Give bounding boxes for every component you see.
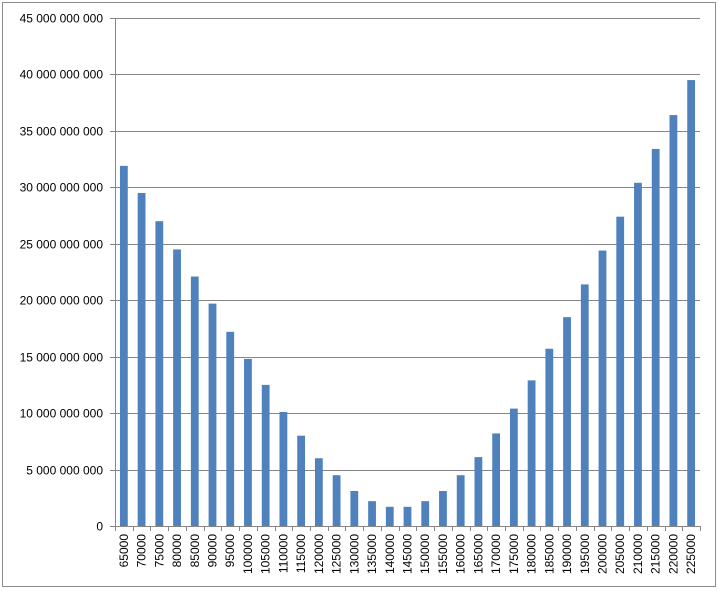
x-tick-label: 90000 (206, 534, 220, 568)
x-tick-label: 75000 (152, 534, 166, 568)
x-tick-label: 120000 (312, 534, 326, 574)
x-tick-label: 210000 (631, 534, 645, 574)
bar (385, 506, 394, 526)
bar (208, 303, 217, 526)
x-tick-label: 100000 (241, 534, 255, 574)
bar (226, 331, 235, 526)
bar (527, 380, 536, 526)
bar (439, 491, 447, 526)
x-tick-label: 160000 (454, 534, 468, 574)
y-axis: 0 5 000 000 000 10 000 000 000 15 000 000 0… (20, 12, 116, 534)
x-tick-label: 110000 (276, 534, 290, 573)
bar (155, 221, 164, 526)
bar (687, 80, 696, 526)
bar (651, 148, 660, 526)
x-tick-label: 170000 (489, 534, 503, 574)
bar (350, 491, 359, 526)
bar (261, 384, 270, 526)
y-tick-label: 45 000 000 000 (20, 12, 104, 26)
bar (119, 165, 128, 526)
y-tick-label: 35 000 000 000 (20, 125, 104, 139)
x-tick-label: 220000 (666, 534, 680, 574)
x-tick-label: 195000 (578, 534, 592, 574)
bar (616, 216, 625, 526)
bar (190, 276, 199, 526)
bar-series (119, 80, 696, 526)
y-tick-label: 5 000 000 000 (26, 464, 103, 478)
bar (137, 192, 146, 526)
x-axis: 65000 70000 75000 80000 85000 90000 95000 10000… (115, 526, 701, 574)
x-tick-label: 95000 (223, 534, 237, 568)
gridlines (115, 18, 700, 471)
x-tick-label: 150000 (418, 534, 432, 574)
bar (332, 475, 341, 526)
bar (421, 501, 430, 526)
bar (509, 408, 518, 526)
x-tick-label: 155000 (436, 534, 450, 574)
x-tick-label: 225000 (684, 534, 698, 574)
y-tick-label: 25 000 000 000 (20, 238, 104, 252)
y-tick-label: 30 000 000 000 (20, 181, 104, 195)
bar (474, 457, 483, 526)
x-tick-label: 215000 (649, 534, 663, 574)
bar (244, 358, 252, 526)
bar (368, 501, 376, 526)
y-tick-label: 10 000 000 000 (20, 407, 104, 421)
x-tick-label: 140000 (383, 534, 397, 574)
bar (580, 284, 589, 526)
x-tick-label: 130000 (347, 534, 361, 574)
x-tick-label: 65000 (117, 534, 131, 568)
x-tick-label: 190000 (560, 534, 574, 574)
bar (314, 458, 323, 526)
bar (545, 348, 554, 526)
x-tick-label: 85000 (188, 534, 202, 568)
bar (279, 411, 288, 526)
bar (634, 182, 642, 526)
x-tick-label: 115000 (294, 534, 308, 573)
x-tick-label: 135000 (365, 534, 379, 574)
x-tick-label: 145000 (401, 534, 415, 574)
x-tick-label: 185000 (542, 534, 556, 574)
y-tick-label: 15 000 000 000 (20, 351, 104, 365)
bar (403, 506, 412, 526)
x-tick-label: 105000 (259, 534, 273, 574)
y-tick-label: 0 (96, 520, 103, 534)
x-tick-label: 165000 (471, 534, 485, 574)
bar (492, 433, 501, 526)
x-tick-label: 200000 (596, 534, 610, 574)
x-tick-label: 125000 (330, 534, 344, 574)
bar (563, 317, 571, 526)
x-tick-label: 180000 (525, 534, 539, 574)
x-tick-label: 70000 (135, 534, 149, 568)
bar (598, 250, 607, 526)
bar (669, 115, 678, 526)
y-tick-label: 40 000 000 000 (20, 68, 104, 82)
bar (173, 249, 181, 526)
bar (456, 475, 465, 526)
x-tick-label: 175000 (507, 534, 521, 574)
bar (297, 435, 306, 526)
x-tick-label: 205000 (613, 534, 627, 574)
y-tick-label: 20 000 000 000 (20, 294, 104, 308)
x-tick-label: 80000 (170, 534, 184, 568)
